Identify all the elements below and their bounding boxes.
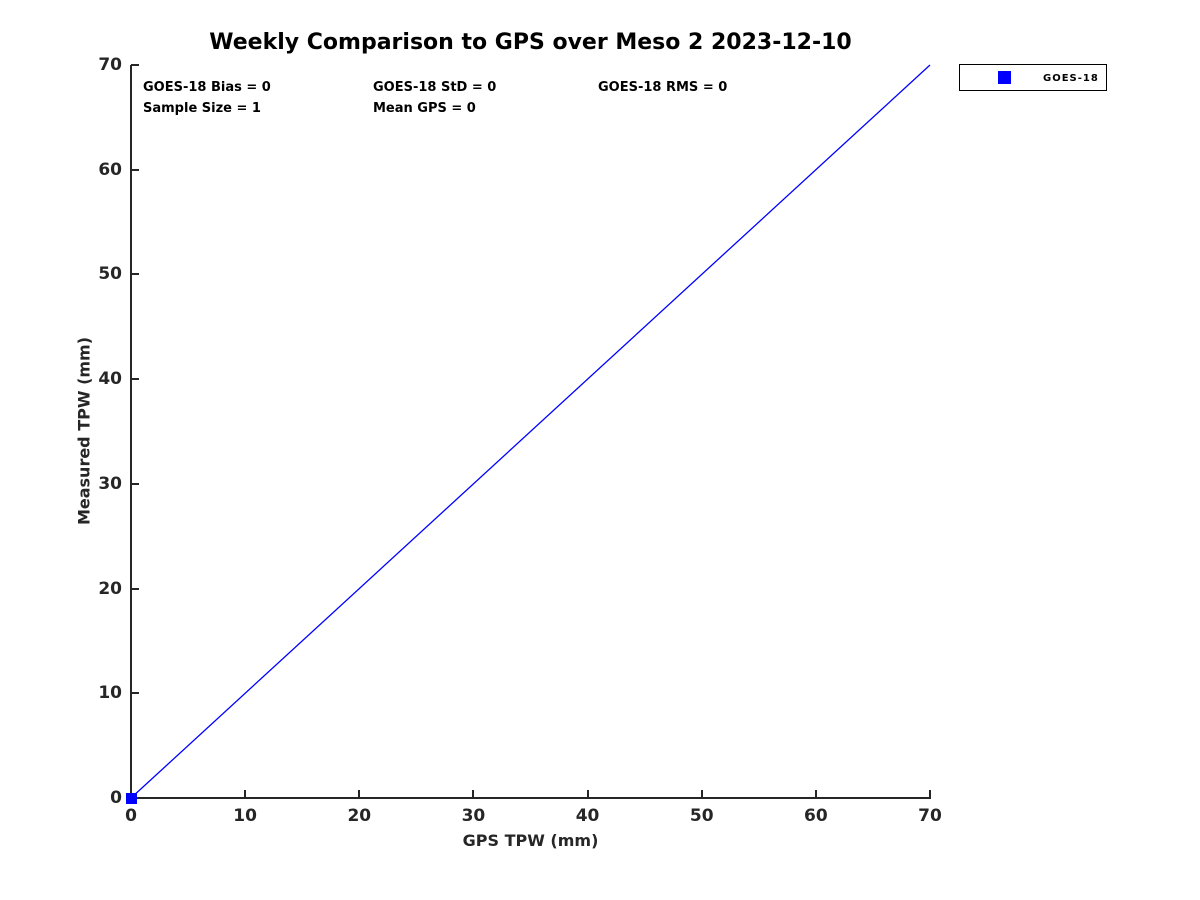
x-tick-mark <box>929 790 931 798</box>
x-axis-label: GPS TPW (mm) <box>462 831 599 850</box>
x-tick-label: 50 <box>689 806 714 826</box>
annotation-sample-size: Sample Size = 1 <box>143 101 261 116</box>
y-axis-label: Measured TPW (mm) <box>74 336 94 526</box>
x-tick-mark <box>586 790 589 798</box>
annotation-std: GOES-18 StD = 0 <box>373 80 497 95</box>
x-tick-mark <box>244 790 247 798</box>
legend: GOES-18 <box>959 64 1107 91</box>
reference-line <box>130 64 931 799</box>
y-tick-mark <box>131 482 139 485</box>
x-tick-label: 30 <box>461 806 486 826</box>
x-tick-mark <box>700 790 703 798</box>
x-axis-line <box>130 797 931 799</box>
x-tick-label: 70 <box>918 806 942 826</box>
y-tick-mark <box>131 64 139 66</box>
y-tick-label: 30 <box>98 473 122 494</box>
x-tick-mark <box>358 790 361 798</box>
x-tick-label: 20 <box>347 806 372 826</box>
legend-marker-square <box>998 71 1011 84</box>
annotation-bias: GOES-18 Bias = 0 <box>143 80 271 95</box>
y-tick-mark <box>131 587 139 590</box>
y-tick-mark <box>131 378 139 381</box>
legend-item-label: GOES-18 <box>1043 73 1099 84</box>
x-tick-mark <box>472 790 475 798</box>
y-tick-label: 50 <box>98 264 122 285</box>
annotation-rms: GOES-18 RMS = 0 <box>598 80 728 95</box>
chart-title: Weekly Comparison to GPS over Meso 2 202… <box>209 30 852 55</box>
annotation-mean-gps: Mean GPS = 0 <box>373 101 476 116</box>
y-tick-label: 0 <box>110 788 122 808</box>
y-tick-label: 60 <box>98 159 122 180</box>
x-tick-label: 0 <box>125 806 137 826</box>
y-tick-mark <box>131 168 139 171</box>
y-tick-label: 10 <box>98 683 122 704</box>
y-tick-label: 70 <box>98 55 122 75</box>
y-tick-label: 40 <box>98 369 122 390</box>
data-point-marker <box>126 793 137 804</box>
y-tick-mark <box>131 692 139 695</box>
x-tick-label: 60 <box>804 806 828 826</box>
x-tick-mark <box>814 790 817 798</box>
y-axis-line <box>130 65 132 799</box>
x-tick-label: 40 <box>575 806 600 826</box>
y-tick-label: 20 <box>98 578 122 599</box>
x-tick-label: 10 <box>233 806 257 826</box>
y-tick-mark <box>131 273 139 276</box>
